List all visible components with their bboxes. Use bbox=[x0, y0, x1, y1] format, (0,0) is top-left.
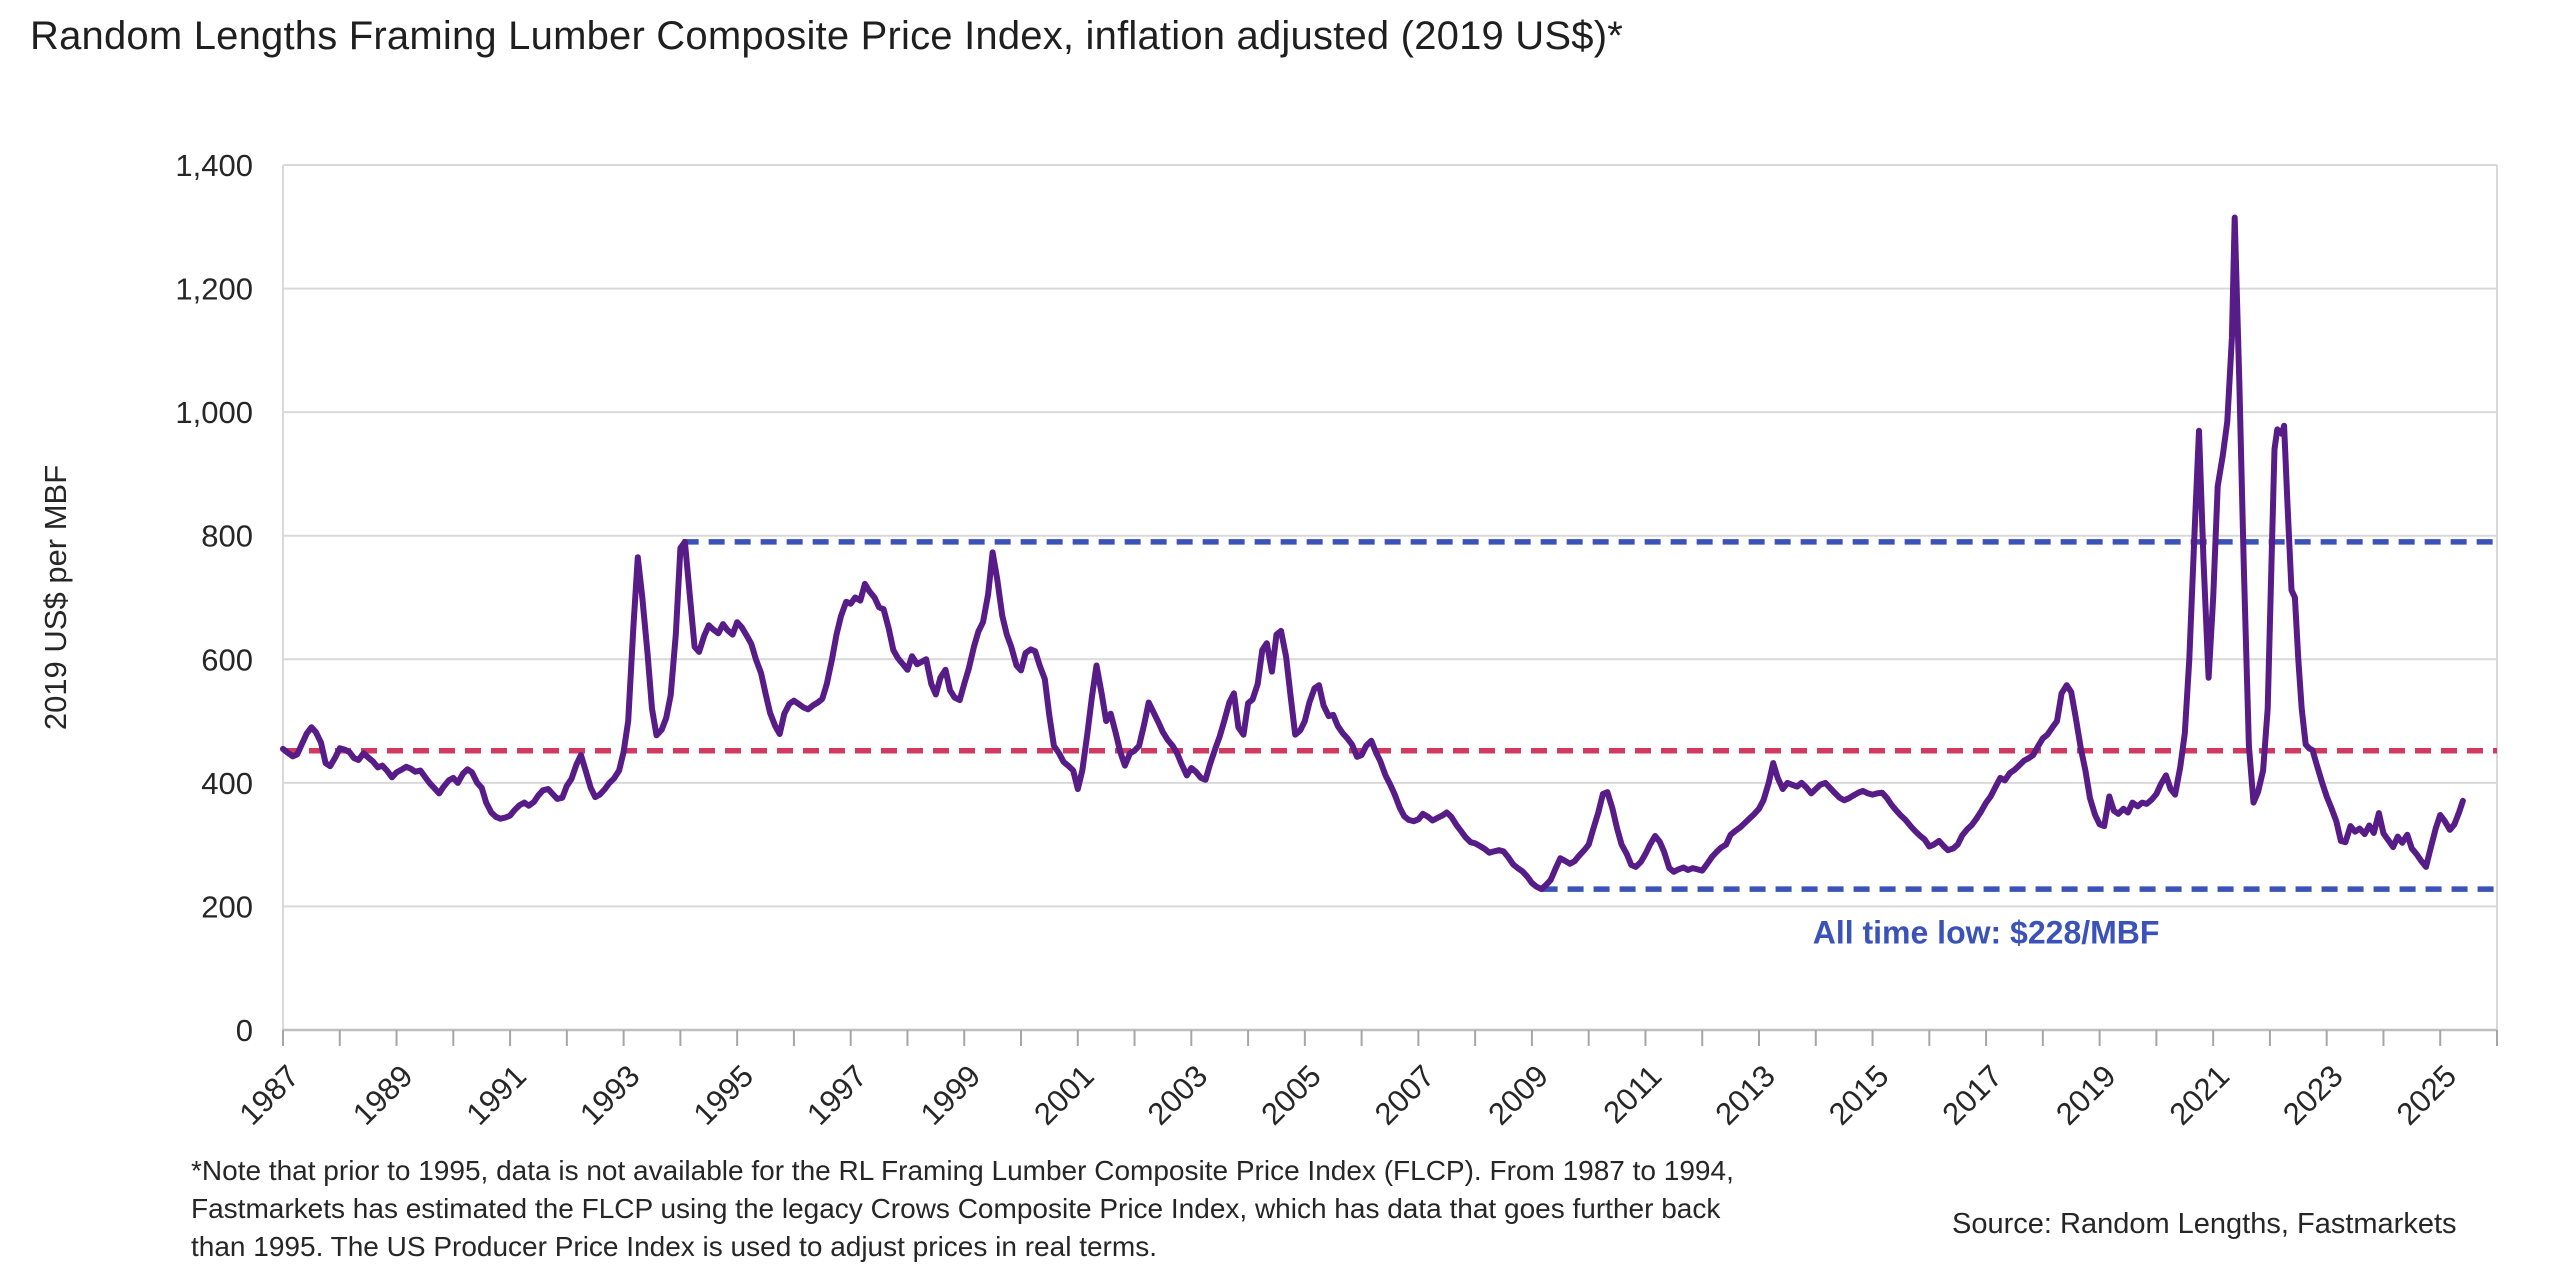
y-tick-label: 1,200 bbox=[175, 272, 253, 307]
x-tick-label: 1987 bbox=[232, 1058, 306, 1132]
x-tick-label: 2001 bbox=[1027, 1058, 1101, 1132]
y-tick-label: 0 bbox=[236, 1013, 253, 1048]
x-tick-label: 2003 bbox=[1141, 1058, 1215, 1132]
y-tick-label: 1,400 bbox=[175, 148, 253, 183]
x-tick-label: 2005 bbox=[1254, 1058, 1328, 1132]
footnote-line: *Note that prior to 1995, data is not av… bbox=[191, 1155, 1734, 1186]
x-tick-label: 1995 bbox=[687, 1058, 761, 1132]
x-tick-labels: 1987 1989 1991 1993 1995 1997 1999 2001 2003 2005… bbox=[232, 1058, 2463, 1132]
x-tick-label: 2013 bbox=[1708, 1058, 1782, 1132]
all-time-low-annotation: All time low: $228/MBF bbox=[1813, 915, 2160, 951]
x-tick-label: 2011 bbox=[1597, 1058, 1669, 1130]
x-tick-label: 2025 bbox=[2390, 1058, 2464, 1132]
x-tick-label: 2021 bbox=[2163, 1058, 2237, 1132]
footnote: *Note that prior to 1995, data is not av… bbox=[191, 1152, 1734, 1266]
gridlines bbox=[282, 164, 2498, 1032]
price-line bbox=[280, 214, 2466, 893]
y-axis-title: 2019 US$ per MBF bbox=[38, 465, 73, 730]
y-tick-labels: 0 200 400 600 800 1,000 1,200 1,400 bbox=[175, 148, 253, 1048]
y-tick-label: 600 bbox=[201, 642, 253, 677]
x-tick-label: 2023 bbox=[2276, 1058, 2350, 1132]
footnote-line: Fastmarkets has estimated the FLCP using… bbox=[191, 1193, 1721, 1224]
y-tick-label: 400 bbox=[201, 766, 253, 801]
x-tick-label: 1997 bbox=[800, 1058, 874, 1132]
x-tick-label: 2015 bbox=[1822, 1058, 1896, 1132]
x-tick-label: 1989 bbox=[346, 1058, 420, 1132]
chart-title: Random Lengths Framing Lumber Composite … bbox=[30, 14, 1623, 58]
y-tick-label: 200 bbox=[201, 889, 253, 924]
x-tick-label: 1993 bbox=[573, 1058, 647, 1132]
x-tick-marks bbox=[282, 1030, 2498, 1046]
source-note: Source: Random Lengths, Fastmarkets bbox=[1952, 1208, 2457, 1240]
x-tick-label: 1999 bbox=[914, 1058, 988, 1132]
x-tick-label: 1991 bbox=[460, 1058, 534, 1132]
y-tick-label: 800 bbox=[201, 519, 253, 554]
x-tick-label: 2019 bbox=[2049, 1058, 2123, 1132]
x-tick-label: 2017 bbox=[1936, 1058, 2010, 1132]
x-tick-label: 2007 bbox=[1368, 1058, 1442, 1132]
x-tick-label: 2009 bbox=[1481, 1058, 1555, 1132]
y-tick-label: 1,000 bbox=[175, 395, 253, 430]
footnote-line: than 1995. The US Producer Price Index i… bbox=[191, 1231, 1157, 1262]
